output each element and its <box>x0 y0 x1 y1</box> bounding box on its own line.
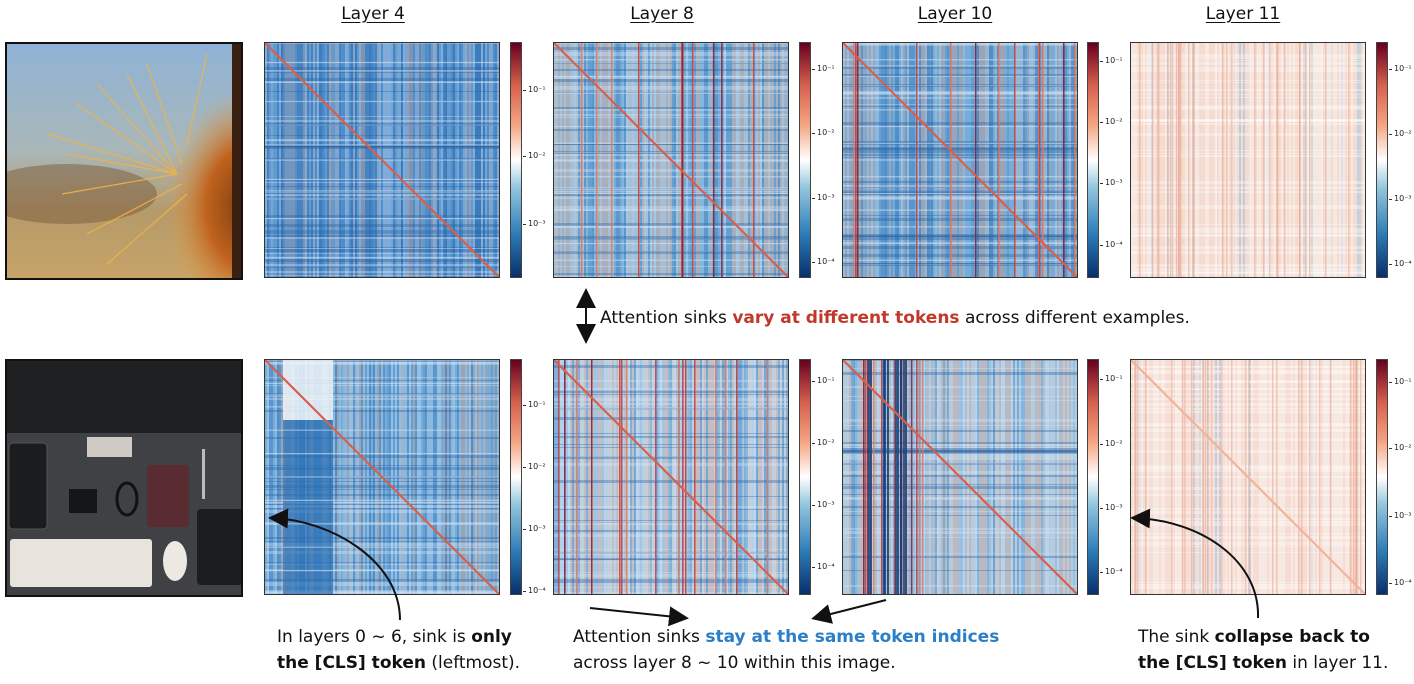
colorbar-row1-layer11 <box>1376 42 1388 278</box>
note-highlight-blue: stay at the same token indices <box>705 627 1000 647</box>
colorbar-row1-layer8 <box>799 42 811 278</box>
tick-label: 10⁻² <box>1100 117 1123 126</box>
layer-title-8: Layer 8 <box>630 4 694 24</box>
note-text: across layer 8 ~ 10 within this image. <box>573 653 896 673</box>
tick-label: 10⁻¹ <box>1389 377 1412 386</box>
tick-label: 10⁻² <box>523 151 546 160</box>
note-vary-tokens: Attention sinks vary at different tokens… <box>600 305 1190 331</box>
note-bold: collapse back to <box>1214 627 1370 647</box>
tick-label: 10⁻² <box>1100 439 1123 448</box>
heatmap-row1-layer8 <box>553 42 789 278</box>
tick-label: 10⁻³ <box>1389 194 1412 203</box>
tick-label: 10⁻¹ <box>1389 64 1412 73</box>
note-bold: the [CLS] token <box>1138 653 1287 673</box>
tick-label: 10⁻⁴ <box>812 562 835 571</box>
note-text: across different examples. <box>959 308 1190 328</box>
colorbar-row1-layer4 <box>510 42 522 278</box>
tick-label: 10⁻² <box>812 128 835 137</box>
note-cls-only: In layers 0 ~ 6, sink is only the [CLS] … <box>277 624 520 676</box>
note-text: The sink <box>1138 627 1215 647</box>
tick-label: 10⁻² <box>523 462 546 471</box>
tick-label: 10⁻¹ <box>523 400 546 409</box>
heatmap-row2-layer10 <box>842 359 1078 595</box>
tick-label: 10⁻¹ <box>1100 56 1123 65</box>
layer-title-10: Layer 10 <box>917 4 993 24</box>
tick-label: 10⁻¹ <box>812 376 835 385</box>
tick-label: 10⁻³ <box>523 524 546 533</box>
tick-label: 10⁻⁴ <box>1389 259 1412 268</box>
tick-label: 10⁻² <box>1389 443 1412 452</box>
tick-label: 10⁻⁴ <box>1100 567 1123 576</box>
colorbar-row2-layer8 <box>799 359 811 595</box>
note-collapse: The sink collapse back to the [CLS] toke… <box>1138 624 1388 676</box>
heatmap-row1-layer10 <box>842 42 1078 278</box>
note-text: Attention sinks <box>573 627 706 647</box>
note-text: Attention sinks <box>600 308 733 328</box>
tick-label: 10⁻³ <box>1389 511 1412 520</box>
tick-label: 10⁻³ <box>1100 503 1123 512</box>
cactus-photo <box>5 42 243 280</box>
tick-label: 10⁻² <box>812 438 835 447</box>
tick-label: 10⁻¹ <box>812 64 835 73</box>
layer-title-4: Layer 4 <box>341 4 405 24</box>
tick-label: 10⁻⁴ <box>812 257 835 266</box>
note-bold: the [CLS] token <box>277 653 426 673</box>
note-text: In layers 0 ~ 6, sink is <box>277 627 472 647</box>
heatmap-row2-layer8 <box>553 359 789 595</box>
colorbar-row1-layer10 <box>1087 42 1099 278</box>
heatmap-row1-layer11 <box>1130 42 1366 278</box>
note-same-indices: Attention sinks stay at the same token i… <box>573 624 999 676</box>
tick-label: 10⁻⁴ <box>1100 240 1123 249</box>
tick-label: 10⁻³ <box>1100 178 1123 187</box>
heatmap-row2-layer11 <box>1130 359 1366 595</box>
colorbar-row2-layer11 <box>1376 359 1388 595</box>
tick-label: 10⁻³ <box>523 219 546 228</box>
note-highlight-red: vary at different tokens <box>732 308 960 328</box>
tick-label: 10⁻² <box>1389 129 1412 138</box>
heatmap-row1-layer4 <box>264 42 500 278</box>
desk-photo <box>5 359 243 597</box>
tick-label: 10⁻⁴ <box>523 586 546 595</box>
tick-label: 10⁻⁴ <box>1389 578 1412 587</box>
note-text: (leftmost). <box>425 653 521 673</box>
tick-label: 10⁻¹ <box>523 85 546 94</box>
colorbar-row2-layer4 <box>510 359 522 595</box>
tick-label: 10⁻³ <box>812 500 835 509</box>
tick-label: 10⁻¹ <box>1100 374 1123 383</box>
note-text: in layer 11. <box>1286 653 1389 673</box>
heatmap-row2-layer4 <box>264 359 500 595</box>
tick-label: 10⁻³ <box>812 193 835 202</box>
note-bold: only <box>471 627 512 647</box>
layer-title-11: Layer 11 <box>1205 4 1281 24</box>
colorbar-row2-layer10 <box>1087 359 1099 595</box>
